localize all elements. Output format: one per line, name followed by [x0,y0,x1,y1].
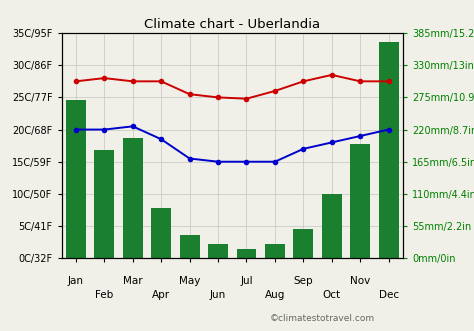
Bar [151,209,171,258]
Bar [180,235,200,258]
Title: Climate chart - Uberlandia: Climate chart - Uberlandia [144,18,320,30]
Bar [293,229,313,258]
Text: May: May [179,276,201,286]
Bar [66,100,86,258]
Text: Mar: Mar [123,276,143,286]
Text: Oct: Oct [323,290,341,300]
Text: ©climatestotravel.com: ©climatestotravel.com [270,314,375,323]
Bar [123,138,143,258]
Text: Feb: Feb [95,290,113,300]
Text: Jun: Jun [210,290,226,300]
Text: Apr: Apr [152,290,170,300]
Text: Jan: Jan [68,276,84,286]
Text: Sep: Sep [293,276,313,286]
Bar [379,42,399,258]
Bar [94,150,114,258]
Bar [322,194,342,258]
Bar [265,244,285,258]
Text: Jul: Jul [240,276,253,286]
Bar [208,244,228,258]
Text: Nov: Nov [350,276,370,286]
Bar [237,250,256,258]
Text: Aug: Aug [265,290,285,300]
Legend: Prec, Min, Max: Prec, Min, Max [64,329,232,331]
Text: Dec: Dec [379,290,399,300]
Bar [350,144,370,258]
